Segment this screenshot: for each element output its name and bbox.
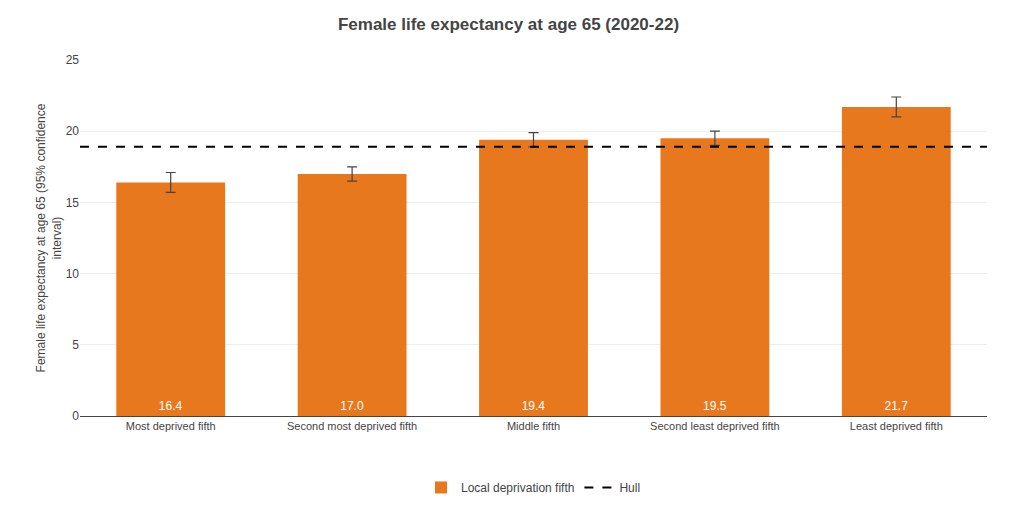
svg-text:Female life expectancy at age: Female life expectancy at age 65 (2020-2… <box>338 15 679 34</box>
svg-text:Local deprivation fifth: Local deprivation fifth <box>461 481 574 495</box>
svg-text:19.4: 19.4 <box>522 399 546 413</box>
svg-text:0: 0 <box>72 409 79 423</box>
svg-text:10: 10 <box>66 267 80 281</box>
svg-text:Second most deprived fifth: Second most deprived fifth <box>287 420 417 432</box>
svg-text:Female life expectancy at age: Female life expectancy at age 65 (95% co… <box>34 103 64 372</box>
svg-text:Middle fifth: Middle fifth <box>507 420 560 432</box>
svg-text:20: 20 <box>66 124 80 138</box>
svg-text:21.7: 21.7 <box>884 399 908 413</box>
svg-text:Hull: Hull <box>619 481 640 495</box>
svg-text:Second least deprived fifth: Second least deprived fifth <box>650 420 780 432</box>
svg-text:15: 15 <box>66 196 80 210</box>
svg-text:Most deprived fifth: Most deprived fifth <box>126 420 216 432</box>
svg-text:19.5: 19.5 <box>703 399 727 413</box>
svg-text:25: 25 <box>66 53 80 67</box>
svg-text:Least deprived fifth: Least deprived fifth <box>850 420 943 432</box>
svg-text:17.0: 17.0 <box>340 399 364 413</box>
svg-text:5: 5 <box>72 338 79 352</box>
svg-text:16.4: 16.4 <box>159 399 183 413</box>
